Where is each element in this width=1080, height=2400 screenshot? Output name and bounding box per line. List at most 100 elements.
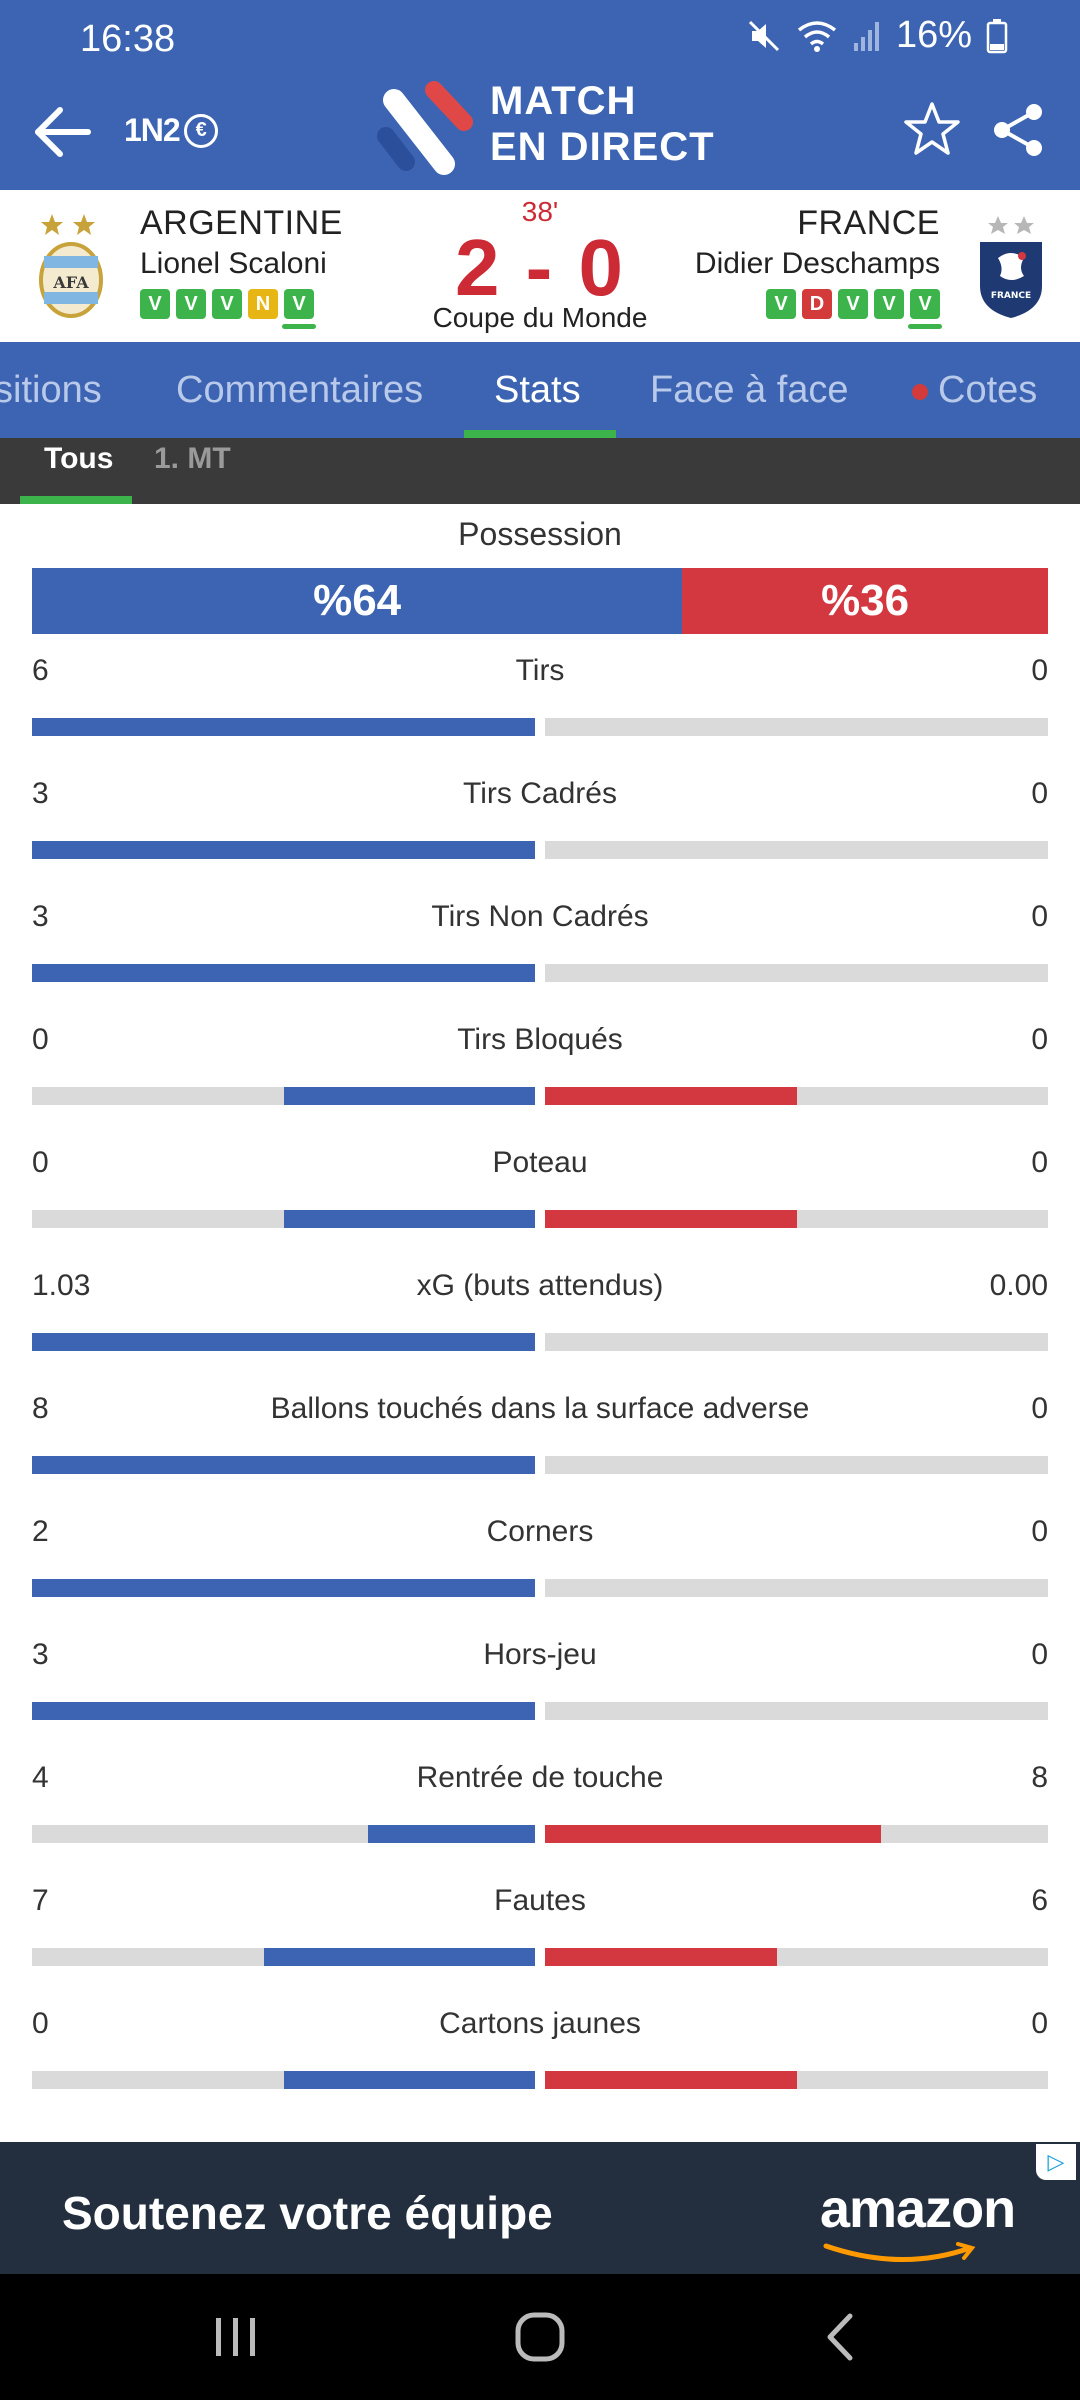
mute-icon bbox=[748, 20, 779, 51]
stat-row: 3 Tirs Cadrés 0 bbox=[0, 777, 1080, 900]
possession-bar: %64 %36 bbox=[32, 568, 1048, 634]
home-form-badge: V bbox=[176, 289, 206, 319]
stat-away-track bbox=[545, 1456, 1048, 1474]
tab-commentaires[interactable]: Commentaires bbox=[176, 369, 424, 411]
stat-away-value: 0 bbox=[1031, 1023, 1048, 1056]
stat-home-bar bbox=[32, 964, 535, 982]
stat-home-value: 3 bbox=[32, 900, 49, 933]
stat-label: xG (buts attendus) bbox=[416, 1269, 664, 1302]
ad-brand: amazon bbox=[820, 2179, 1016, 2239]
stat-away-track bbox=[545, 1825, 1048, 1843]
stat-home-bar bbox=[32, 841, 535, 859]
title-line-2: EN DIRECT bbox=[490, 125, 715, 169]
main-tabs: sitions Commentaires Stats Face à face C… bbox=[0, 342, 1080, 438]
tab-stats[interactable]: Stats bbox=[494, 369, 581, 411]
stat-home-track bbox=[32, 1087, 535, 1105]
stat-home-value: 3 bbox=[32, 1638, 49, 1671]
battery-percent: 16% bbox=[895, 14, 972, 56]
status-time: 16:38 bbox=[80, 18, 176, 60]
stat-home-bar bbox=[32, 718, 535, 736]
tab-face-a-face[interactable]: Face à face bbox=[650, 369, 849, 411]
stat-label: Tirs Bloqués bbox=[457, 1023, 623, 1056]
stat-home-bar bbox=[283, 1210, 535, 1228]
stat-away-bar bbox=[545, 1210, 797, 1228]
share-icon[interactable] bbox=[988, 100, 1048, 160]
france-crest-icon[interactable]: FRANCE bbox=[974, 212, 1048, 322]
stat-label: Cartons jaunes bbox=[439, 2007, 641, 2040]
active-subtab-indicator bbox=[20, 496, 132, 504]
favorite-star-icon[interactable] bbox=[902, 100, 962, 160]
stat-home-track bbox=[32, 1333, 535, 1351]
back-arrow-icon[interactable] bbox=[30, 100, 94, 164]
stat-home-bar bbox=[32, 1579, 535, 1597]
signal-icon bbox=[853, 21, 879, 51]
home-coach: Lionel Scaloni bbox=[140, 247, 327, 280]
stat-away-track bbox=[545, 1948, 1048, 1966]
stat-home-value: 8 bbox=[32, 1392, 49, 1425]
possession-home: %64 bbox=[32, 568, 683, 634]
brand-1n2-button[interactable]: 1N2 € bbox=[124, 112, 218, 149]
stat-row: 1.03 xG (buts attendus) 0.00 bbox=[0, 1269, 1080, 1392]
live-dot-icon bbox=[912, 383, 928, 400]
home-form-badge: V bbox=[282, 289, 316, 329]
stat-home-value: 4 bbox=[32, 1761, 49, 1794]
stat-away-bar bbox=[545, 2071, 797, 2089]
stat-away-track bbox=[545, 2071, 1048, 2089]
stat-home-track bbox=[32, 1825, 535, 1843]
stat-home-value: 0 bbox=[32, 1023, 49, 1056]
stat-away-value: 0 bbox=[1031, 2007, 1048, 2040]
away-form-badge: V bbox=[908, 289, 942, 329]
recent-apps-icon[interactable] bbox=[196, 2304, 276, 2370]
stat-row: 3 Hors-jeu 0 bbox=[0, 1638, 1080, 1761]
stat-home-bar bbox=[283, 2071, 535, 2089]
back-nav-icon[interactable] bbox=[800, 2304, 880, 2370]
home-icon[interactable] bbox=[500, 2304, 580, 2370]
stat-label: Poteau bbox=[492, 1146, 588, 1179]
stat-away-bar bbox=[545, 1948, 778, 1966]
title-line-1: MATCH bbox=[490, 79, 637, 123]
subtab-first-half[interactable]: 1. MT bbox=[154, 442, 231, 475]
stat-home-track bbox=[32, 1456, 535, 1474]
stat-home-value: 1.03 bbox=[32, 1269, 91, 1302]
tab-compositions[interactable]: sitions bbox=[0, 369, 102, 411]
stat-label: Hors-jeu bbox=[483, 1638, 597, 1671]
stat-home-value: 0 bbox=[32, 2007, 49, 2040]
home-form-badge: V bbox=[212, 289, 242, 319]
home-team-name: ARGENTINE bbox=[140, 204, 343, 242]
stat-home-track bbox=[32, 964, 535, 982]
stat-away-value: 0 bbox=[1031, 1638, 1048, 1671]
stat-home-bar bbox=[283, 1087, 535, 1105]
stat-away-track bbox=[545, 1210, 1048, 1228]
ad-banner[interactable]: Soutenez votre équipe amazon ▷ bbox=[0, 2142, 1080, 2274]
stat-home-bar bbox=[32, 1702, 535, 1720]
stat-home-value: 6 bbox=[32, 654, 49, 687]
stat-home-track bbox=[32, 2071, 535, 2089]
stat-home-track bbox=[32, 1579, 535, 1597]
away-form-badge: V bbox=[766, 289, 796, 319]
stat-home-bar bbox=[367, 1825, 535, 1843]
stat-home-value: 7 bbox=[32, 1884, 49, 1917]
argentina-crest-icon[interactable]: AFA bbox=[34, 210, 108, 320]
adchoices-icon[interactable]: ▷ bbox=[1036, 2144, 1076, 2180]
stat-away-track bbox=[545, 964, 1048, 982]
away-team-name: FRANCE bbox=[797, 204, 940, 242]
tab-cotes[interactable]: Cotes bbox=[912, 342, 1037, 438]
battery-icon bbox=[986, 18, 1008, 53]
stat-away-value: 0 bbox=[1031, 1146, 1048, 1179]
stat-row: 2 Corners 0 bbox=[0, 1515, 1080, 1638]
stat-away-track bbox=[545, 1579, 1048, 1597]
stat-away-track bbox=[545, 1333, 1048, 1351]
stat-away-bar bbox=[545, 1825, 881, 1843]
stat-home-track bbox=[32, 1210, 535, 1228]
stat-home-value: 2 bbox=[32, 1515, 49, 1548]
stat-home-value: 3 bbox=[32, 777, 49, 810]
stat-away-value: 0 bbox=[1031, 1392, 1048, 1425]
stat-label: Corners bbox=[486, 1515, 594, 1548]
stat-row: 0 Poteau 0 bbox=[0, 1146, 1080, 1269]
subtab-tous[interactable]: Tous bbox=[44, 442, 114, 475]
home-form-badge: V bbox=[140, 289, 170, 319]
